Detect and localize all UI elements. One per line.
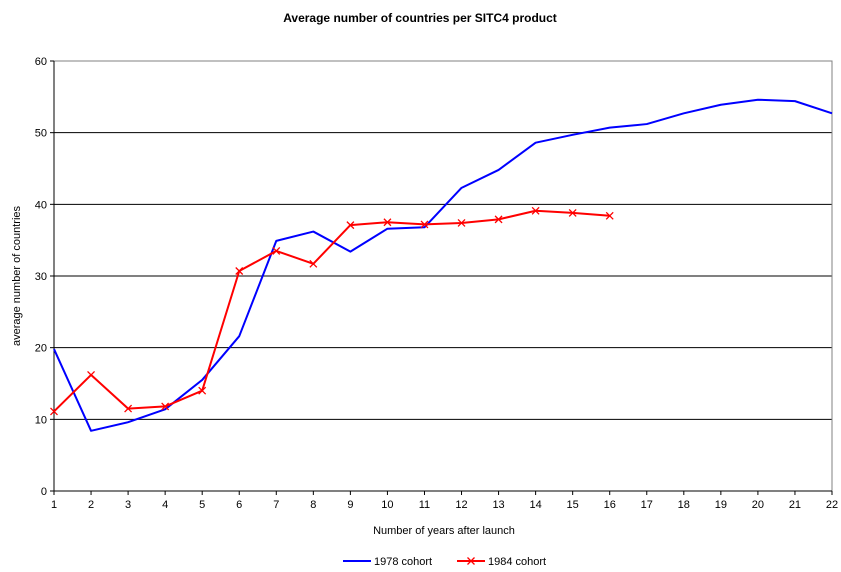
series-line [54,100,832,431]
series-2 [51,207,614,415]
x-tick-label: 6 [236,499,242,511]
x-tick-label: 12 [455,499,467,511]
y-axis-label: average number of countries [11,205,23,346]
x-tick-label: 1 [51,499,57,511]
x-tick-label: 4 [162,499,168,511]
y-tick-label: 0 [41,486,47,498]
x-tick-label: 11 [419,499,430,511]
x-tick-label: 3 [125,499,131,511]
y-tick-label: 20 [35,343,47,355]
chart-title: Average number of countries per SITC4 pr… [283,11,557,25]
series-1 [54,100,832,431]
y-tick-label: 40 [35,199,47,211]
x-tick-label: 5 [199,499,205,511]
x-tick-label: 22 [826,499,838,511]
x-tick-label: 21 [789,499,801,511]
y-axis: 0 10 20 30 40 50 60 [35,56,54,498]
legend-item: 1978 cohort [343,556,432,568]
x-tick-label: 19 [715,499,727,511]
x-tick-label: 17 [641,499,653,511]
x-tick-label: 7 [273,499,279,511]
x-tick-label: 16 [604,499,616,511]
y-tick-label: 60 [35,56,47,68]
y-tick-label: 10 [35,414,47,426]
legend-label: 1978 cohort [374,556,432,568]
x-tick-label: 18 [678,499,690,511]
x-tick-label: 20 [752,499,764,511]
gridlines [54,61,832,419]
x-tick-label: 8 [310,499,316,511]
x-tick-label: 15 [567,499,579,511]
legend: 1978 cohort 1984 cohort [343,556,546,568]
series-layer [51,100,833,431]
x-tick-label: 10 [381,499,393,511]
x-axis: 1 2 3 4 5 6 7 8 9 10 11 12 13 14 15 16 17 18 19 20 21 22 [51,491,838,511]
legend-item: 1984 cohort [457,556,546,568]
x-tick-label: 14 [529,499,541,511]
data-point [88,371,95,378]
legend-label: 1984 cohort [488,556,546,568]
y-tick-label: 30 [35,271,47,283]
x-axis-label: Number of years after launch [373,525,515,537]
y-tick-label: 50 [35,128,47,140]
x-tick-label: 2 [88,499,94,511]
x-tick-label: 9 [347,499,353,511]
x-tick-label: 13 [492,499,504,511]
